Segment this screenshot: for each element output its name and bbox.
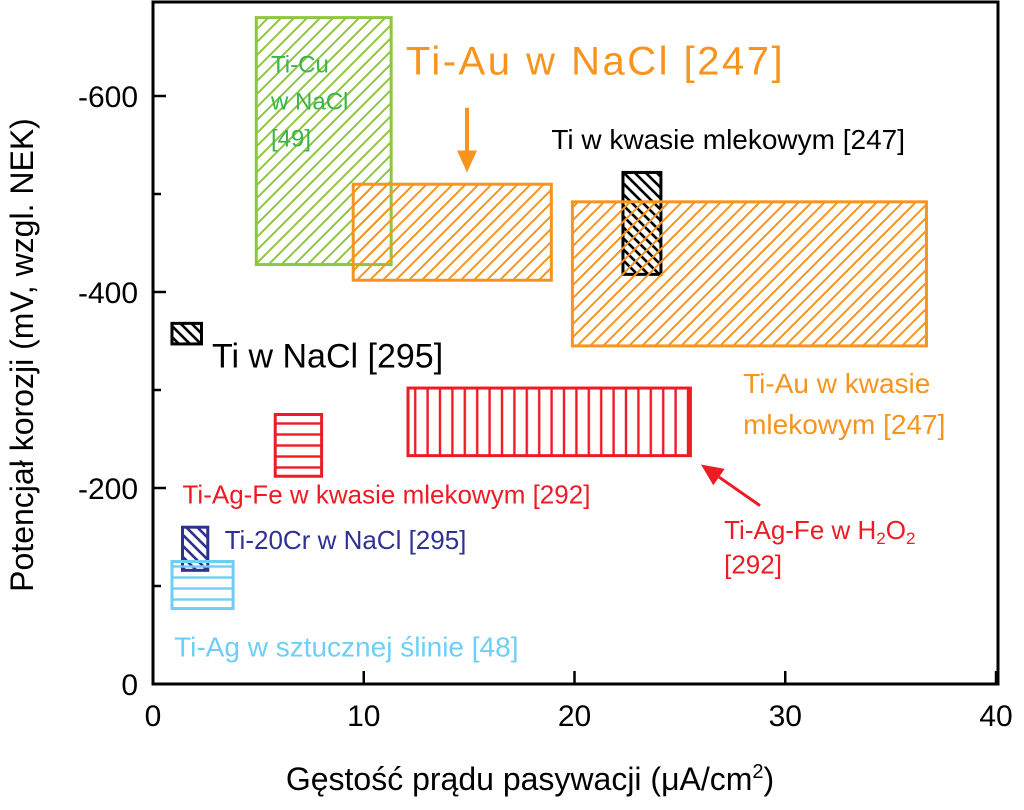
box-ti-ag-slina	[170, 560, 235, 611]
ann-ti-ag-fe-mlekowy: Ti-Ag-Fe w kwasie mlekowym [292]	[183, 480, 591, 510]
x-tick-label: 0	[145, 700, 162, 733]
y-tick-label: -400	[78, 277, 138, 310]
ann-ti-ag-fe-h2o2-ref: [292]	[724, 549, 782, 579]
ann-ti-au-mlekowy-line-1: Ti-Au w kwasie	[743, 368, 930, 399]
ann-ti-cu-line-2: w NaCl	[270, 88, 348, 115]
x-tick-label: 20	[558, 700, 591, 733]
box-ti-au-nacl	[351, 182, 553, 282]
x-tick-label: 40	[979, 700, 1012, 733]
box-ti-au-mlekowy	[570, 200, 928, 348]
x-axis-title: Gęstość prądu pasywacji (μA/cm2)	[286, 761, 774, 797]
box-ti-ag-fe-h2o2	[406, 386, 692, 458]
box-ti-nacl	[170, 321, 203, 346]
x-tick-label: 10	[347, 700, 380, 733]
axis-ticks	[151, 94, 998, 686]
x-tick-label: 30	[769, 700, 802, 733]
ann-ti-au-mlekowy-line-2: mlekowym [247]	[743, 409, 945, 440]
ann-ti-20cr: Ti-20Cr w NaCl [295]	[225, 525, 467, 555]
y-axis-title: Potencjał korozji (mV, wzgl. NEK)	[4, 118, 40, 592]
ann-ti-cu-line-1: Ti-Cu	[271, 51, 329, 78]
range-boxes	[170, 16, 928, 611]
box-ti-ag-fe-mlekowy	[273, 413, 324, 478]
ann-ti-cu-line-3: [49]	[271, 125, 311, 152]
ann-ti-mlekowy: Ti w kwasie mlekowym [247]	[551, 124, 905, 155]
annotation-arrows	[457, 107, 761, 507]
ann-ti-au-nacl: Ti-Au w NaCl [247]	[406, 39, 785, 83]
ann-ti-ag-fe-h2o2: Ti-Ag-Fe w H2O2	[724, 515, 915, 548]
ann-ti-nacl: Ti w NaCl [295]	[212, 337, 443, 375]
ann-ti-ag: Ti-Ag w sztucznej ślinie [48]	[174, 632, 518, 663]
y-tick-label: -200	[78, 473, 138, 506]
tick-labels: 0 10 20 30 40 0 -200 -400 -600	[78, 81, 1013, 733]
y-tick-label: 0	[121, 669, 138, 702]
arrow-ti-ag-fe-h2o2	[700, 464, 761, 507]
annotation-labels: Ti-Cu w NaCl [49] Ti-Au w NaCl [247] Ti w kw…	[174, 39, 945, 662]
arrow-ti-au-nacl	[457, 107, 478, 173]
y-tick-label: -600	[78, 81, 138, 114]
